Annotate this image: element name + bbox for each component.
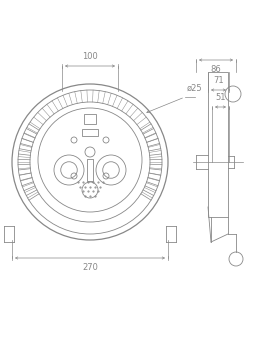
Text: 100: 100 (82, 52, 98, 61)
Bar (87, 159, 93, 181)
Text: 51: 51 (215, 93, 226, 102)
Text: 86: 86 (211, 65, 221, 74)
Bar (208, 72, 228, 217)
Bar (84, 114, 96, 124)
Bar (82, 129, 98, 136)
Text: 71: 71 (213, 76, 224, 85)
Text: 270: 270 (82, 263, 98, 272)
Text: ø25: ø25 (187, 84, 203, 93)
